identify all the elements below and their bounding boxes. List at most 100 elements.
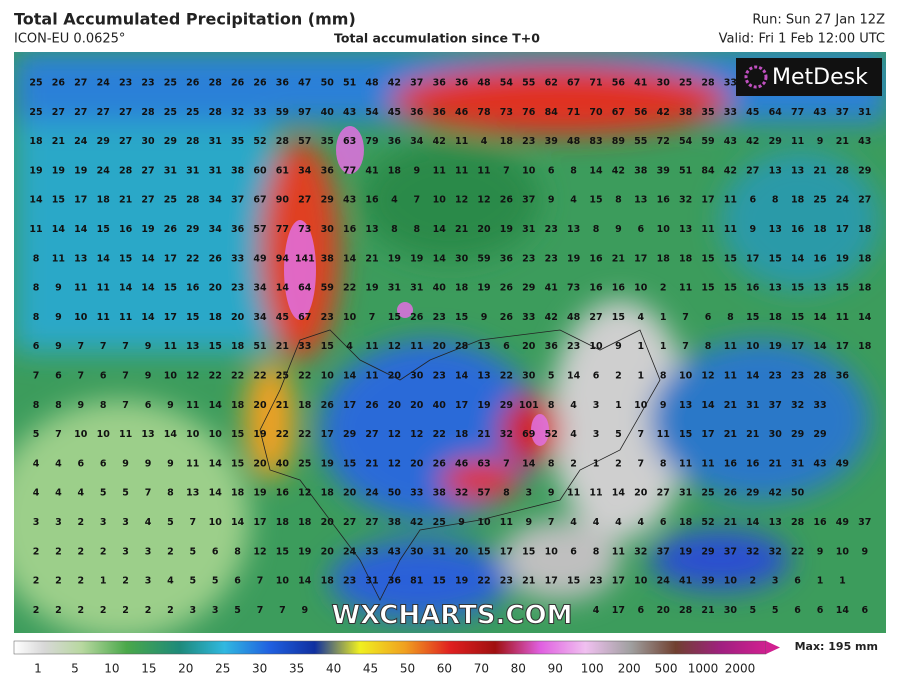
grid-value: 18: [209, 312, 223, 323]
grid-value: 3: [100, 517, 107, 528]
grid-value: 37: [858, 517, 871, 528]
grid-value: 12: [455, 195, 468, 206]
grid-value: 12: [388, 341, 401, 352]
grid-value: 8: [727, 312, 734, 323]
grid-value: 28: [209, 107, 223, 118]
grid-value: 13: [141, 429, 154, 440]
grid-value: 8: [33, 400, 40, 411]
grid-value: 40: [433, 283, 447, 294]
grid-value: 31: [365, 576, 378, 587]
grid-value: 26: [410, 312, 424, 323]
grid-value: 84: [545, 107, 559, 118]
grid-value: 36: [388, 136, 402, 147]
grid-value: 16: [724, 458, 738, 469]
scale-label: 1: [34, 662, 42, 676]
grid-value: 20: [477, 224, 491, 235]
grid-value: 37: [657, 546, 670, 557]
grid-value: 21: [477, 429, 490, 440]
grid-value: 19: [500, 224, 513, 235]
grid-value: 36: [455, 78, 469, 89]
grid-value: 11: [455, 136, 468, 147]
grid-value: 33: [724, 78, 737, 89]
grid-value: 9: [660, 400, 667, 411]
grid-value: 22: [791, 546, 804, 557]
grid-value: 10: [164, 371, 178, 382]
grid-value: 12: [477, 195, 490, 206]
grid-value: 22: [298, 429, 311, 440]
grid-value: 29: [858, 165, 871, 176]
grid-value: 43: [858, 136, 871, 147]
grid-value: 14: [455, 371, 469, 382]
grid-value: 8: [33, 283, 40, 294]
grid-value: 27: [657, 488, 670, 499]
grid-value: 13: [365, 224, 378, 235]
grid-value: 36: [231, 224, 245, 235]
grid-value: 8: [413, 224, 420, 235]
grid-value: 4: [570, 429, 577, 440]
grid-value: 20: [343, 488, 357, 499]
grid-value: 22: [500, 371, 513, 382]
grid-value: 5: [212, 576, 219, 587]
grid-value: 18: [321, 576, 335, 587]
grid-value: 2: [122, 576, 129, 587]
grid-value: 41: [545, 283, 558, 294]
grid-value: 2: [100, 605, 107, 616]
grid-value: 37: [836, 107, 849, 118]
grid-value: 5: [122, 488, 129, 499]
grid-value: 14: [813, 341, 827, 352]
grid-value: 10: [836, 546, 850, 557]
grid-value: 6: [77, 458, 84, 469]
grid-value: 9: [548, 195, 555, 206]
grid-value: 2: [77, 546, 84, 557]
grid-value: 57: [477, 488, 490, 499]
grid-value: 8: [593, 546, 600, 557]
grid-value: 32: [769, 546, 782, 557]
grid-value: 30: [321, 224, 335, 235]
grid-value: 23: [321, 312, 334, 323]
scale-label: 5: [71, 662, 79, 676]
grid-value: 34: [209, 224, 223, 235]
grid-value: 17: [321, 429, 334, 440]
grid-value: 18: [657, 253, 671, 264]
grid-value: 17: [612, 605, 625, 616]
grid-value: 33: [298, 341, 311, 352]
grid-value: 11: [724, 195, 737, 206]
grid-value: 7: [100, 341, 107, 352]
grid-value: 77: [343, 165, 356, 176]
grid-value: 23: [141, 78, 154, 89]
grid-value: 22: [343, 283, 356, 294]
grid-value: 10: [634, 283, 648, 294]
grid-value: 24: [657, 576, 671, 587]
grid-value: 1: [100, 576, 107, 587]
grid-value: 8: [234, 546, 241, 557]
grid-value: 17: [545, 576, 558, 587]
grid-value: 7: [369, 312, 376, 323]
grid-value: 62: [545, 78, 558, 89]
grid-value: 16: [119, 224, 133, 235]
grid-value: 18: [231, 341, 245, 352]
grid-value: 29: [701, 546, 714, 557]
grid-value: 43: [343, 195, 356, 206]
grid-value: 23: [433, 371, 446, 382]
grid-value: 10: [74, 429, 88, 440]
grid-value: 15: [791, 283, 804, 294]
grid-value: 25: [298, 458, 311, 469]
grid-value: 12: [388, 429, 401, 440]
grid-value: 9: [167, 400, 174, 411]
grid-value: 14: [209, 458, 223, 469]
grid-value: 14: [29, 195, 43, 206]
grid-value: 11: [567, 488, 580, 499]
grid-value: 26: [500, 312, 514, 323]
grid-value: 15: [119, 253, 132, 264]
grid-value: 15: [679, 429, 692, 440]
grid-value: 22: [231, 371, 244, 382]
grid-value: 27: [343, 517, 356, 528]
grid-value: 11: [74, 283, 87, 294]
grid-value: 25: [186, 107, 199, 118]
grid-value: 12: [186, 371, 199, 382]
grid-value: 32: [455, 488, 468, 499]
grid-value: 32: [791, 400, 804, 411]
grid-value: 22: [276, 429, 289, 440]
grid-value: 41: [679, 576, 692, 587]
grid-value: 7: [257, 576, 264, 587]
